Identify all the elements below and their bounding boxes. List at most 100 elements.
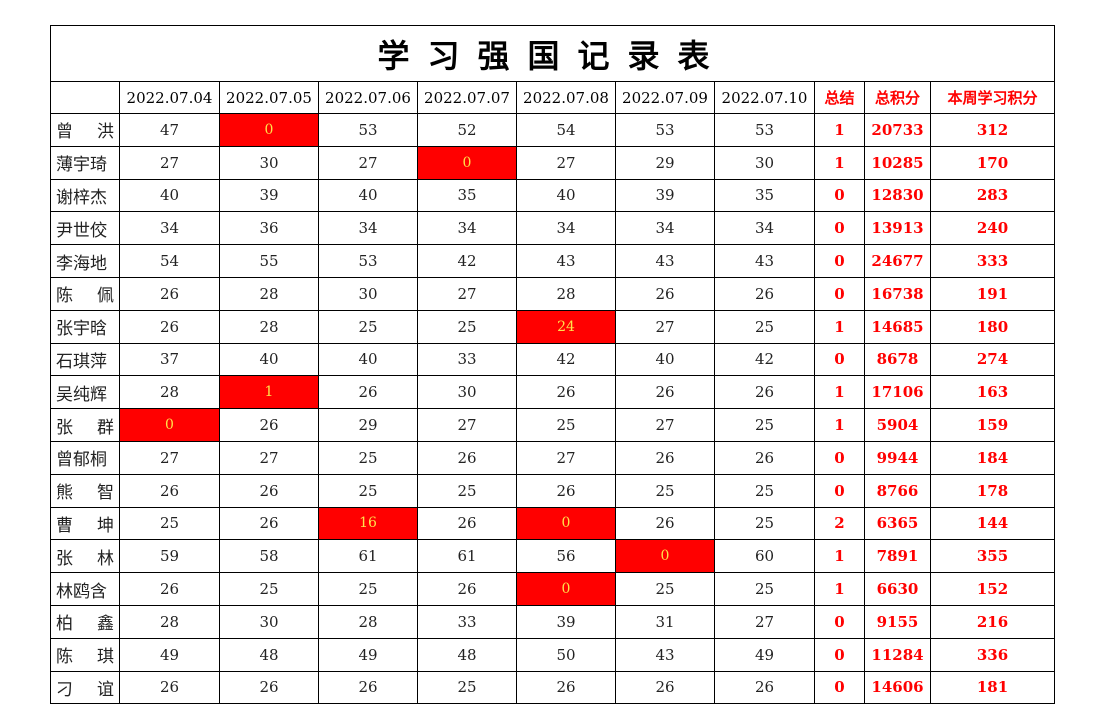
summary-cell: 1	[814, 572, 865, 606]
score-cell: 34	[516, 211, 616, 246]
score-cell: 25	[714, 572, 815, 606]
person-name: 林鸥含	[56, 581, 107, 602]
score-cell: 26	[714, 670, 815, 705]
score-cell: 26	[219, 670, 319, 705]
score-cell: 26	[318, 670, 418, 705]
score-cell: 59	[119, 539, 220, 574]
person-name: 曾洪	[56, 122, 114, 143]
score-cell: 30	[714, 145, 815, 180]
table-row: 林鸥含 26 25 25 26 0 25 25 1 6630 152	[50, 572, 1056, 606]
score-cell: 53	[318, 113, 418, 147]
person-name: 薄宇琦	[56, 155, 107, 176]
name-cell: 刁谊	[50, 670, 120, 705]
score-cell: 52	[417, 113, 517, 147]
person-name: 尹世佼	[56, 220, 107, 241]
weekly-cell: 333	[929, 244, 1056, 278]
person-name: 张宇晗	[56, 319, 107, 340]
score-cell: 25	[417, 473, 517, 508]
score-cell: 29	[318, 408, 418, 442]
person-name: 张群	[56, 417, 114, 438]
table-row: 吴纯辉 28 1 26 30 26 26 26 1 17106 163	[50, 375, 1056, 410]
score-cell-highlighted: 0	[516, 572, 616, 606]
weekly-cell: 144	[929, 506, 1056, 541]
summary-cell: 0	[814, 342, 865, 377]
score-cell: 33	[417, 604, 517, 639]
total-cell: 20733	[864, 113, 931, 147]
score-cell: 33	[417, 342, 517, 377]
score-cell: 25	[417, 309, 517, 344]
score-cell: 28	[516, 276, 616, 311]
name-cell: 尹世佼	[50, 211, 120, 246]
header-date: 2022.07.07	[417, 81, 517, 114]
weekly-cell: 274	[929, 342, 1056, 377]
total-cell: 8766	[864, 473, 931, 508]
table-row: 张林 59 58 61 61 56 0 60 1 7891 355	[50, 539, 1056, 574]
weekly-cell: 312	[929, 113, 1056, 147]
score-cell: 25	[714, 473, 815, 508]
score-cell: 47	[119, 113, 220, 147]
score-cell: 43	[516, 244, 616, 278]
person-name: 柏鑫	[56, 614, 114, 635]
score-cell: 26	[615, 670, 715, 705]
name-cell: 谢梓杰	[50, 178, 120, 213]
total-cell: 17106	[864, 375, 931, 410]
score-cell: 40	[615, 342, 715, 377]
score-cell: 25	[417, 670, 517, 705]
total-cell: 7891	[864, 539, 931, 574]
name-cell: 陈佩	[50, 276, 120, 311]
header-blank	[50, 81, 120, 114]
summary-cell: 0	[814, 211, 865, 246]
header-summary: 总结	[814, 81, 865, 114]
score-cell: 53	[318, 244, 418, 278]
header-date: 2022.07.08	[516, 81, 616, 114]
score-cell-highlighted: 0	[615, 539, 715, 574]
score-cell: 42	[417, 244, 517, 278]
table-row: 曾郁桐 27 27 25 26 27 26 26 0 9944 184	[50, 440, 1056, 475]
score-cell: 26	[219, 408, 319, 442]
name-cell: 陈琪	[50, 637, 120, 672]
name-cell: 林鸥含	[50, 572, 120, 606]
score-cell: 49	[714, 637, 815, 672]
score-cell: 40	[318, 178, 418, 213]
total-cell: 14685	[864, 309, 931, 344]
summary-cell: 1	[814, 145, 865, 180]
summary-cell: 0	[814, 178, 865, 213]
summary-cell: 1	[814, 309, 865, 344]
score-cell: 34	[615, 211, 715, 246]
score-cell: 26	[417, 572, 517, 606]
score-cell: 26	[417, 440, 517, 475]
score-cell: 25	[318, 440, 418, 475]
score-cell: 26	[417, 506, 517, 541]
score-cell: 27	[516, 145, 616, 180]
weekly-cell: 163	[929, 375, 1056, 410]
weekly-cell: 159	[929, 408, 1056, 442]
score-cell: 25	[615, 473, 715, 508]
score-cell: 26	[219, 506, 319, 541]
score-cell: 60	[714, 539, 815, 574]
table-row: 陈琪 49 48 49 48 50 43 49 0 11284 336	[50, 637, 1056, 672]
weekly-cell: 216	[929, 604, 1056, 639]
score-cell: 26	[119, 309, 220, 344]
score-cell: 50	[516, 637, 616, 672]
person-name: 熊智	[56, 483, 114, 504]
name-cell: 张群	[50, 408, 120, 442]
score-cell-highlighted: 1	[219, 375, 319, 410]
score-cell: 26	[516, 473, 616, 508]
weekly-cell: 181	[929, 670, 1056, 705]
score-cell: 28	[119, 604, 220, 639]
header-date: 2022.07.04	[119, 81, 220, 114]
score-cell: 27	[615, 408, 715, 442]
weekly-cell: 240	[929, 211, 1056, 246]
person-name: 谢梓杰	[56, 187, 107, 208]
score-cell: 27	[714, 604, 815, 639]
score-cell: 26	[714, 375, 815, 410]
score-cell: 27	[417, 408, 517, 442]
total-cell: 9155	[864, 604, 931, 639]
total-cell: 9944	[864, 440, 931, 475]
person-name: 石琪萍	[56, 351, 107, 372]
total-cell: 6365	[864, 506, 931, 541]
weekly-cell: 191	[929, 276, 1056, 311]
score-cell: 39	[219, 178, 319, 213]
score-cell: 25	[318, 572, 418, 606]
score-cell: 26	[119, 473, 220, 508]
